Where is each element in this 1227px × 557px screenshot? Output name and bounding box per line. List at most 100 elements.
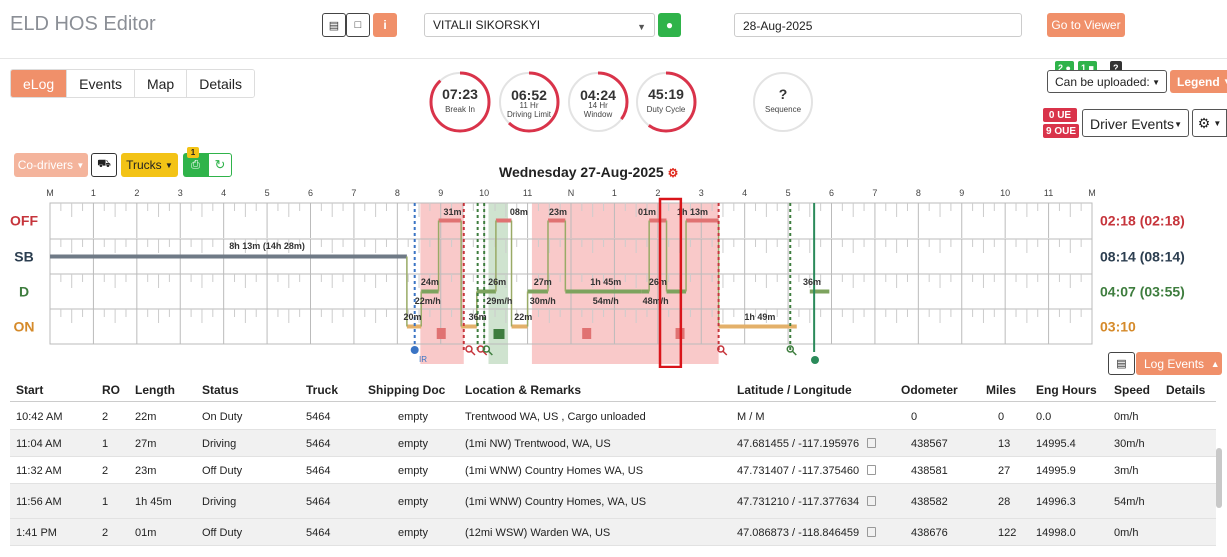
cell-speed: 0m/h [1114,410,1139,423]
cell-latlng: 47.086873 / -118.846459 [737,526,860,539]
hour-label: 11 [1044,188,1053,198]
driver-select[interactable]: VITALII SIKORSKYI ▼ [424,13,655,37]
truck-view-button[interactable]: ⛟ [91,153,117,177]
ue-badge: 0 UE [1043,108,1077,122]
duration-label: 29m/h [486,296,512,306]
column-header: Location & Remarks [465,383,582,397]
duration-label: 1h 13m [677,207,708,217]
cell-truck: 5464 [306,495,331,508]
column-header: RO [102,383,120,397]
duration-label: 1h 45m [590,277,621,287]
table-row[interactable] [10,484,1216,519]
hour-label: 9 [959,188,964,198]
settings-button[interactable]: ⚙ ▼ [1192,109,1227,137]
gauge-value: 07:23 [442,86,478,102]
go-to-viewer-button[interactable]: Go to Viewer [1047,13,1125,37]
info-icon: i [383,18,387,32]
hour-label: 7 [351,188,356,198]
column-header: Details [1166,383,1206,397]
copy-icon[interactable] [867,464,876,475]
gauge-label: Duty Cycle [647,105,686,114]
document-icon [582,328,592,339]
refresh-button[interactable]: ↻ [208,153,232,177]
copy-icon[interactable] [867,437,876,448]
copy-icon[interactable] [867,495,876,506]
upload-badge-unknown: ? [1110,61,1122,74]
co-drivers-button[interactable]: Co-drivers ▼ [14,153,88,177]
cell-speed: 3m/h [1114,464,1139,477]
driver-events-select[interactable]: Driver Events ▼ [1082,109,1189,137]
status-total: 04:07 (03:55) [1100,284,1185,300]
document-icon-button[interactable]: ▤ [322,13,346,37]
cell-start: 1:41 PM [16,526,57,539]
refresh-icon: ↻ [214,157,226,172]
cell-status: Driving [202,437,237,450]
chevron-down-icon: ▼ [1152,78,1160,87]
cell-odometer: 438676 [911,526,948,539]
table-row[interactable] [10,403,1216,430]
cell-start: 11:56 AM [16,495,62,508]
truck-icon [493,329,505,339]
comment-icon: ▤ [1116,358,1127,370]
table-row[interactable] [10,457,1216,484]
oue-badge: 9 OUE [1043,124,1079,138]
table-header [10,376,1216,402]
duration-label: 30m/h [530,296,556,306]
duration-label: 48m/h [643,296,669,306]
driver-profile-button[interactable]: ● [658,13,681,37]
hour-label: 4 [221,188,226,198]
status-label: SB [14,249,33,265]
cell-length: 27m [135,437,157,450]
duration-label: 26m [649,277,667,287]
status-label: ON [14,319,35,335]
cell-odometer: 0 [911,410,918,423]
truck-icon: ⛟ [97,158,111,170]
tab-elog[interactable]: eLog [11,70,68,97]
log-events-button[interactable]: Log Events ▲ [1136,352,1222,375]
cell-odometer: 438581 [911,464,948,477]
cell-truck: 5464 [306,410,331,423]
hour-label: 8 [916,188,921,198]
duration-label: 27m [534,277,552,287]
duration-label: 26m [488,277,506,287]
comment-button[interactable]: ▤ [1108,352,1135,375]
chevron-down-icon: ▼ [1174,120,1182,129]
document-icon: ▤ [328,19,340,32]
table-row[interactable] [10,430,1216,457]
hour-label: 2 [655,188,660,198]
hour-label: M [46,188,54,198]
cell-ro: 2 [102,410,109,423]
gauge-label: Break In [445,105,475,114]
cell-start: 11:04 AM [16,437,62,450]
tab-map[interactable]: Map [134,70,188,97]
info-button[interactable]: i [373,13,397,37]
cell-start: 11:32 AM [16,464,62,477]
cell-eng: 14998.0 [1036,526,1076,539]
tab-details[interactable]: Details [187,70,254,97]
trucks-button[interactable]: Trucks ▼ [121,153,178,177]
table-row[interactable] [10,519,1216,546]
gauge-value: 45:19 [648,86,684,102]
cell-doc: empty [398,495,428,508]
copy-icon[interactable] [867,526,876,537]
cell-location: (1mi WNW) Country Homes WA, US [465,464,644,477]
cell-status: Driving [202,495,237,508]
key-icon [482,345,491,353]
cell-ro: 1 [102,495,109,508]
hour-label: 8 [395,188,400,198]
legend-button[interactable]: Legend ▼ [1170,70,1227,93]
table-scrollbar[interactable] [1216,448,1222,508]
hos-graph: M 1 2 3 4 5 6 7 8 9 10 11 N 1 2 3 4 5 6 7 8 9 10 11 M OFF 02:18 (0… [10,188,1185,368]
document-icon [436,328,446,339]
date-input[interactable]: 28-Aug-2025 [734,13,1022,37]
cell-ro: 2 [102,464,109,477]
column-header: Miles [986,383,1017,397]
note-icon-button[interactable]: □ [346,13,370,37]
tab-events[interactable]: Events [67,70,135,97]
upload-select[interactable]: Can be uploaded: ▼ [1047,70,1167,93]
column-header: Eng Hours [1036,383,1097,397]
cell-truck: 5464 [306,526,331,539]
gauge-value: ? [779,86,788,102]
hour-label: 1 [91,188,96,198]
